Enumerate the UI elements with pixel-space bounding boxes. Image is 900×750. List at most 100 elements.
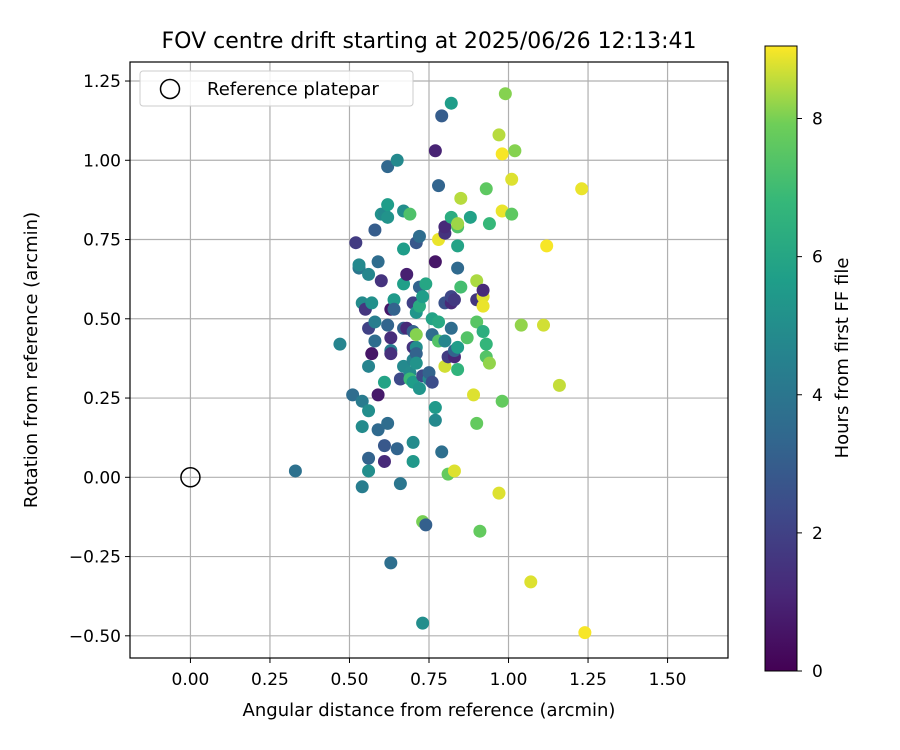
data-point xyxy=(432,315,446,329)
x-tick-label: 1.50 xyxy=(649,670,687,690)
data-point xyxy=(575,182,589,196)
data-point xyxy=(492,128,506,142)
data-point xyxy=(288,464,302,478)
data-point xyxy=(552,378,566,392)
data-point xyxy=(409,356,423,370)
x-axis-label: Angular distance from reference (arcmin) xyxy=(243,700,616,721)
data-point xyxy=(362,451,376,465)
data-point xyxy=(435,445,449,459)
data-point xyxy=(365,347,379,361)
data-point xyxy=(428,255,442,269)
y-tick-label: 1.00 xyxy=(83,151,121,171)
data-point xyxy=(428,144,442,158)
data-point xyxy=(476,299,490,313)
colorbar-label: Hours from first FF file xyxy=(832,258,853,459)
data-point xyxy=(377,375,391,389)
y-axis-label: Rotation from reference (arcmin) xyxy=(21,212,42,508)
reference-platepar-marker xyxy=(180,467,201,488)
data-point xyxy=(537,318,551,332)
data-point xyxy=(451,340,465,354)
data-point xyxy=(355,420,369,434)
colorbar-ticks: 0 2 4 6 8 xyxy=(797,110,823,682)
x-tick-label: 1.00 xyxy=(490,670,528,690)
data-point xyxy=(393,372,407,386)
x-axis-ticks: 0.00 0.25 0.50 0.75 1.00 1.25 1.50 xyxy=(172,658,687,690)
data-point xyxy=(365,296,379,310)
y-tick-label: −0.25 xyxy=(69,548,121,568)
data-point xyxy=(444,321,458,335)
y-tick-label: −0.50 xyxy=(69,627,121,647)
data-point xyxy=(355,480,369,494)
x-tick-label: 1.25 xyxy=(569,670,607,690)
data-point xyxy=(381,210,395,224)
x-tick-label: 0.75 xyxy=(410,670,448,690)
data-point xyxy=(409,347,423,361)
data-point xyxy=(463,210,477,224)
data-point xyxy=(416,290,430,304)
y-tick-label: 0.25 xyxy=(83,389,121,409)
data-point xyxy=(505,207,519,221)
data-point xyxy=(390,153,404,167)
data-point xyxy=(374,274,388,288)
data-point xyxy=(381,160,395,174)
data-point xyxy=(451,217,465,231)
data-point xyxy=(406,454,420,468)
data-point xyxy=(540,239,554,253)
data-point xyxy=(479,182,493,196)
data-point xyxy=(451,239,465,253)
data-point xyxy=(371,423,385,437)
data-point xyxy=(384,556,398,570)
data-point xyxy=(355,394,369,408)
data-point xyxy=(460,331,474,345)
data-point xyxy=(387,293,401,307)
data-point xyxy=(368,315,382,329)
data-point xyxy=(362,359,376,373)
data-point xyxy=(381,198,395,212)
data-point xyxy=(508,144,522,158)
chart-title: FOV centre drift starting at 2025/06/26 … xyxy=(162,29,697,54)
data-point xyxy=(467,388,481,402)
y-tick-label: 0.50 xyxy=(83,310,121,330)
data-point xyxy=(447,464,461,478)
legend-entry-label: Reference platepar xyxy=(207,79,379,100)
data-point xyxy=(473,524,487,538)
data-point xyxy=(409,328,423,342)
x-tick-label: 0.25 xyxy=(251,670,289,690)
data-point xyxy=(492,486,506,500)
data-point xyxy=(390,442,404,456)
data-point xyxy=(419,277,433,291)
data-point xyxy=(419,518,433,532)
data-point xyxy=(482,217,496,231)
data-point xyxy=(438,220,452,234)
data-point xyxy=(470,274,484,288)
data-point xyxy=(470,315,484,329)
data-points xyxy=(288,87,592,640)
data-point xyxy=(476,283,490,297)
data-point xyxy=(400,267,414,281)
data-point xyxy=(371,255,385,269)
data-point xyxy=(412,382,426,396)
data-point xyxy=(435,109,449,123)
data-point xyxy=(346,388,360,402)
colorbar-tick-label: 4 xyxy=(812,386,823,406)
data-point xyxy=(368,223,382,237)
colorbar: 0 2 4 6 8 Hours from first FF file xyxy=(764,45,853,682)
colorbar-tick-label: 0 xyxy=(812,662,823,682)
data-point xyxy=(377,454,391,468)
data-point xyxy=(454,191,468,205)
data-point xyxy=(495,394,509,408)
data-point xyxy=(524,575,538,589)
legend-reference-marker xyxy=(159,78,181,100)
data-point xyxy=(476,324,490,338)
data-point xyxy=(444,96,458,110)
colorbar-gradient xyxy=(764,45,798,672)
data-point xyxy=(403,207,417,221)
data-point xyxy=(381,318,395,332)
colorbar-tick-label: 6 xyxy=(812,248,823,268)
data-point xyxy=(432,179,446,193)
data-point xyxy=(505,172,519,186)
data-point xyxy=(406,435,420,449)
data-point xyxy=(451,363,465,377)
data-point xyxy=(479,337,493,351)
